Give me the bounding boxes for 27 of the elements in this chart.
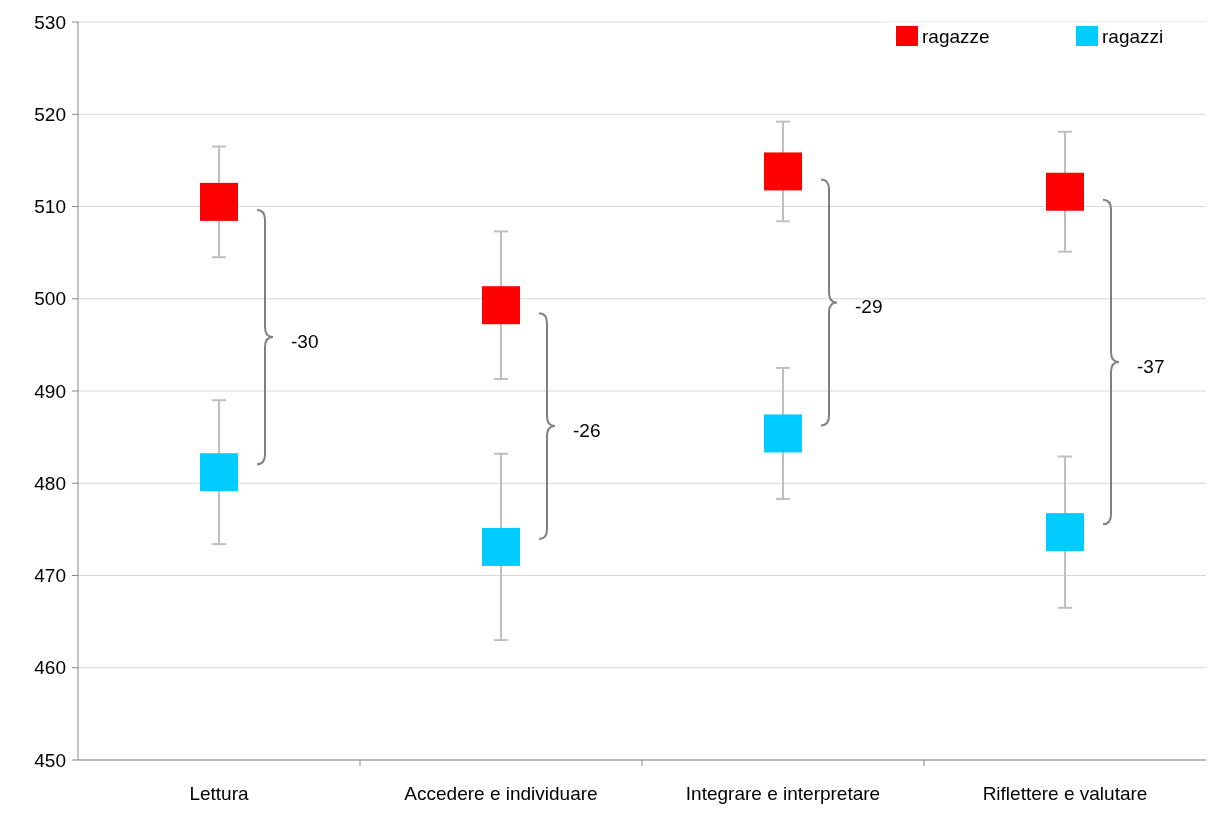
y-tick-label: 500 bbox=[34, 288, 66, 310]
annotation: -30 bbox=[291, 330, 319, 352]
point bbox=[764, 152, 802, 191]
y-tick-label: 470 bbox=[34, 565, 66, 587]
y-tick-label: 530 bbox=[34, 11, 66, 33]
y-tick-label: 510 bbox=[34, 196, 66, 218]
point bbox=[764, 414, 802, 453]
y-tick-label: 490 bbox=[34, 380, 66, 402]
point bbox=[1046, 513, 1084, 552]
x-tick-label: Integrare e interpretare bbox=[685, 783, 881, 804]
y-tick-label: 480 bbox=[34, 472, 66, 494]
point bbox=[482, 286, 520, 325]
legend-label: ragazzi bbox=[1102, 25, 1164, 47]
annotation: -26 bbox=[573, 419, 601, 441]
x-tick-label: Accedere e individuare bbox=[404, 783, 598, 804]
point bbox=[1046, 172, 1084, 211]
y-tick-label: 450 bbox=[34, 749, 66, 771]
x-tick-label: Lettura bbox=[189, 783, 250, 804]
annotation: -29 bbox=[855, 296, 883, 318]
x-tick-label: Riflettere e valutare bbox=[982, 783, 1148, 804]
y-tick-label: 520 bbox=[34, 103, 66, 125]
legend-label: ragazze bbox=[922, 25, 990, 47]
y-tick-label: 460 bbox=[34, 657, 66, 679]
annotation: -37 bbox=[1137, 355, 1165, 377]
point bbox=[200, 453, 238, 492]
point bbox=[482, 527, 520, 566]
point bbox=[200, 182, 238, 221]
